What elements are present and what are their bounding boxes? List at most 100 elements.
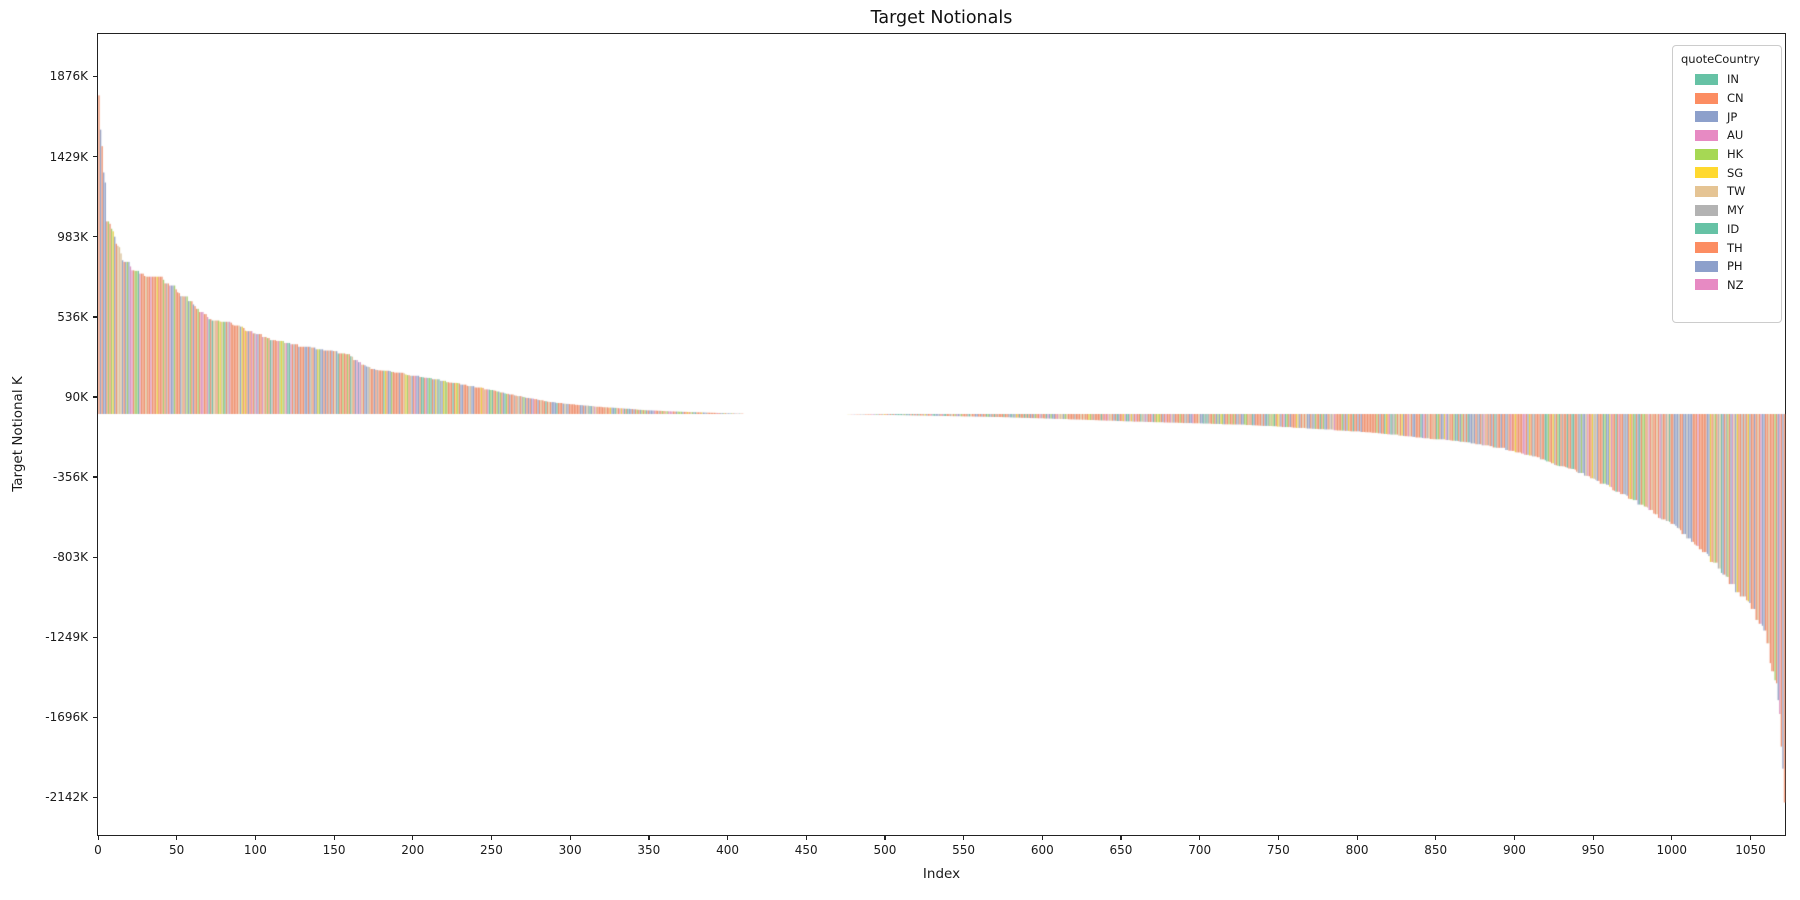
y-tick-label: -356K xyxy=(52,469,88,484)
legend-item-label: TW xyxy=(1727,184,1746,199)
y-tick-label: 1429K xyxy=(49,149,88,164)
x-tick-mark xyxy=(412,836,414,840)
legend-color-swatch xyxy=(1695,260,1718,272)
x-tick-label: 850 xyxy=(1424,843,1448,857)
x-tick-label: 750 xyxy=(1266,843,1290,857)
legend-color-swatch xyxy=(1695,167,1718,179)
x-tick-mark xyxy=(1435,836,1437,840)
x-tick-mark xyxy=(97,836,99,840)
y-tick-label: -1696K xyxy=(45,710,88,725)
y-tick-mark xyxy=(93,396,97,398)
x-tick-label: 550 xyxy=(952,843,976,857)
y-tick-mark xyxy=(93,236,97,238)
legend-title: quoteCountry xyxy=(1681,52,1760,66)
x-axis-label: Index xyxy=(922,866,961,882)
x-tick-label: 1000 xyxy=(1656,843,1688,857)
x-tick-label: 250 xyxy=(479,843,503,857)
legend-item-ph: PH xyxy=(1681,257,1773,276)
x-tick-label: 700 xyxy=(1188,843,1212,857)
y-tick-mark xyxy=(93,556,97,558)
legend-item-label: AU xyxy=(1727,128,1744,143)
x-tick-label: 1050 xyxy=(1735,843,1766,857)
x-tick-mark xyxy=(963,836,965,840)
y-tick-mark xyxy=(93,316,97,318)
x-tick-label: 650 xyxy=(1109,843,1133,857)
legend: quoteCountry IN CN JP AU HK SG TW MY ID TH PH NZ xyxy=(1672,45,1782,323)
x-tick-mark xyxy=(1041,836,1043,840)
x-tick-label: 200 xyxy=(401,843,425,857)
y-tick-label: -803K xyxy=(52,550,88,565)
x-tick-mark xyxy=(333,836,335,840)
x-tick-mark xyxy=(1356,836,1358,840)
legend-item-sg: SG xyxy=(1681,163,1773,182)
legend-color-swatch xyxy=(1695,111,1718,123)
x-tick-label: 300 xyxy=(558,843,582,857)
legend-item-label: IN xyxy=(1727,72,1739,87)
y-axis-label: Target Notional K xyxy=(10,376,26,492)
y-tick-label: 536K xyxy=(57,309,88,324)
y-tick-label: 1876K xyxy=(49,69,88,84)
x-tick-mark xyxy=(1120,836,1122,840)
y-tick-label: -1249K xyxy=(45,630,88,645)
x-tick-label: 400 xyxy=(716,843,739,857)
legend-color-swatch xyxy=(1695,148,1718,160)
x-tick-label: 350 xyxy=(637,843,661,857)
legend-color-swatch xyxy=(1695,92,1718,104)
legend-item-label: ID xyxy=(1727,221,1740,236)
x-tick-mark xyxy=(1671,836,1673,840)
legend-item-in: IN xyxy=(1681,70,1773,89)
legend-item-th: TH xyxy=(1681,238,1773,257)
x-tick-label: 500 xyxy=(873,843,897,857)
x-tick-mark xyxy=(1513,836,1516,840)
legend-item-id: ID xyxy=(1681,220,1773,239)
legend-item-my: MY xyxy=(1681,201,1773,220)
legend-rows: IN CN JP AU HK SG TW MY ID TH PH NZ xyxy=(1681,70,1773,294)
x-tick-mark xyxy=(1592,836,1594,840)
y-tick-mark xyxy=(93,796,97,798)
x-tick-mark xyxy=(1199,836,1201,840)
legend-color-swatch xyxy=(1695,204,1718,216)
legend-item-hk: HK xyxy=(1681,145,1773,164)
legend-color-swatch xyxy=(1695,129,1718,141)
x-tick-label: 100 xyxy=(243,843,267,857)
legend-item-nz: NZ xyxy=(1681,276,1773,295)
y-tick-mark xyxy=(93,156,97,158)
legend-color-swatch xyxy=(1695,279,1718,291)
legend-item-au: AU xyxy=(1681,126,1773,145)
x-tick-label: 900 xyxy=(1502,843,1526,857)
y-tick-mark xyxy=(93,636,97,638)
x-tick-mark xyxy=(727,836,729,840)
y-tick-label: 983K xyxy=(57,229,88,244)
y-tick-label: 90K xyxy=(64,389,88,404)
legend-item-label: CN xyxy=(1727,91,1744,106)
x-tick-label: 0 xyxy=(94,843,102,857)
x-tick-mark xyxy=(1277,836,1280,840)
legend-item-label: MY xyxy=(1727,203,1744,218)
x-tick-mark xyxy=(569,836,571,840)
y-tick-mark xyxy=(93,75,97,78)
y-tick-label: -2142K xyxy=(45,790,88,805)
bars-canvas xyxy=(98,34,1787,837)
x-tick-label: 150 xyxy=(322,843,346,857)
x-tick-mark xyxy=(884,836,886,840)
legend-item-label: JP xyxy=(1727,109,1738,124)
x-tick-mark xyxy=(254,836,257,840)
legend-item-label: TH xyxy=(1727,240,1743,255)
legend-color-swatch xyxy=(1695,185,1718,197)
x-tick-mark xyxy=(648,836,650,840)
legend-color-swatch xyxy=(1695,73,1718,85)
y-tick-mark xyxy=(93,716,97,718)
y-tick-mark xyxy=(93,476,97,478)
legend-color-swatch xyxy=(1695,242,1718,254)
chart-title: Target Notionals xyxy=(870,8,1013,28)
x-tick-label: 950 xyxy=(1581,843,1605,857)
x-tick-mark xyxy=(176,836,178,840)
x-tick-label: 600 xyxy=(1030,843,1054,857)
legend-item-label: HK xyxy=(1727,147,1744,162)
legend-item-cn: CN xyxy=(1681,89,1773,108)
legend-item-tw: TW xyxy=(1681,182,1773,201)
x-tick-mark xyxy=(490,836,493,840)
legend-item-label: PH xyxy=(1727,259,1743,274)
x-tick-mark xyxy=(805,836,807,840)
